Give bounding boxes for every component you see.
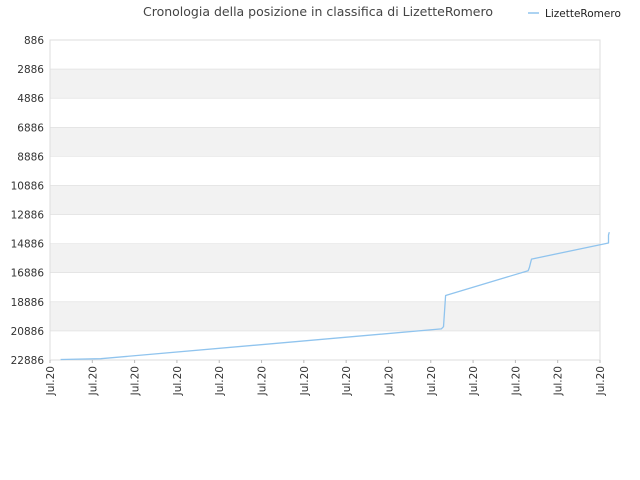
y-tick-label: 10886 [11, 180, 45, 192]
grid-band [50, 185, 600, 215]
x-tick-label: Jul.20 [341, 366, 353, 396]
x-axis: Jul.20 Jul.20 Jul.20 Jul.20 Jul.20 Jul.20 Jul.… [45, 360, 607, 396]
chart-title: Cronologia della posizione in classifica… [143, 4, 493, 19]
x-tick-label: Jul.20 [130, 366, 142, 396]
x-tick-label: Jul.20 [45, 366, 57, 396]
grid-band [50, 301, 600, 331]
y-tick-label: 12886 [11, 210, 45, 222]
y-axis: 886 2886 4886 6886 8886 10886 12886 14886 16886 1… [11, 35, 45, 367]
x-tick-label: Jul.20 [510, 366, 522, 396]
y-tick-label: 2886 [17, 64, 44, 76]
grid-band [50, 69, 600, 99]
y-tick-label: 22886 [11, 355, 45, 367]
x-tick-label: Jul.20 [299, 366, 311, 396]
y-tick-label: 4886 [17, 93, 44, 105]
series-layer [60, 232, 610, 361]
legend: LizetteRomero [528, 8, 621, 20]
y-tick-label: 20886 [11, 326, 45, 338]
y-tick-label: 14886 [11, 239, 45, 251]
y-tick-label: 16886 [11, 268, 45, 280]
x-tick-label: Jul.20 [214, 366, 226, 396]
grid-band [50, 127, 600, 157]
grid-band [50, 243, 600, 273]
y-tick-label: 8886 [17, 151, 44, 163]
x-tick-label: Jul.20 [468, 366, 480, 396]
x-tick-label: Jul.20 [257, 366, 269, 396]
plot-border [49, 39, 601, 361]
y-tick-label: 6886 [17, 122, 44, 134]
x-tick-label: Jul.20 [383, 366, 395, 396]
x-tick-label: Jul.20 [87, 366, 99, 396]
x-tick-label: Jul.20 [595, 366, 607, 396]
y-tick-label: 886 [24, 35, 44, 47]
legend-label: LizetteRomero [545, 8, 621, 20]
series-line [60, 232, 610, 361]
plot-area [49, 39, 601, 361]
x-tick-label: Jul.20 [172, 366, 184, 396]
y-tick-label: 18886 [11, 297, 45, 309]
x-tick-label: Jul.20 [426, 366, 438, 396]
x-tick-label: Jul.20 [553, 366, 565, 396]
